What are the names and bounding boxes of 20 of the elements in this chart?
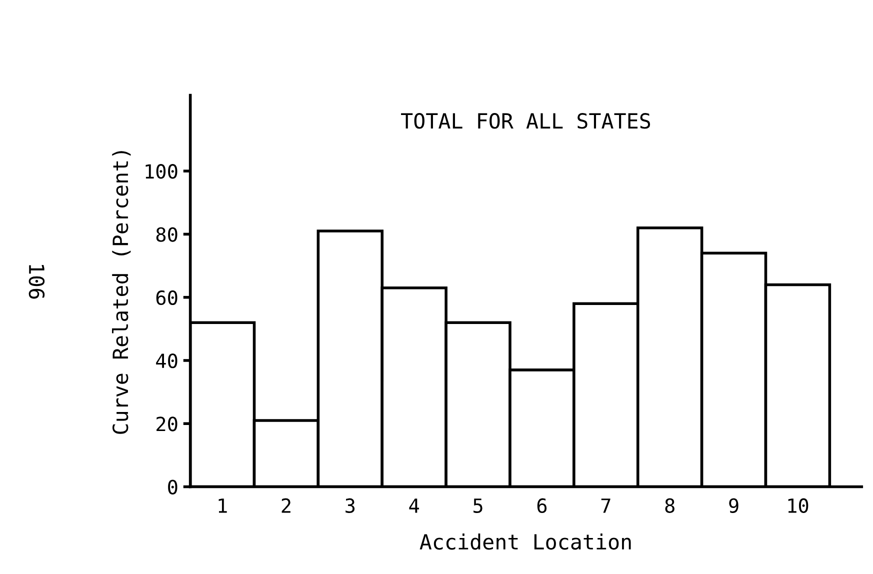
x-tick-label: 10 (788, 498, 808, 514)
x-axis-title: Accident Location (420, 534, 631, 550)
y-axis-title: Curve Related (Percent) (112, 151, 131, 434)
x-tick-label: 4 (409, 498, 420, 513)
x-tick-label: 7 (601, 498, 610, 513)
y-tick-label: 40 (156, 353, 178, 368)
text: 106 (28, 264, 45, 299)
y-tick-label: 60 (156, 290, 178, 306)
x-tick-label: 6 (537, 498, 547, 514)
x-tick-label: 2 (282, 498, 290, 513)
x-tick-label: 1 (218, 498, 227, 513)
x-tick-label: 3 (346, 498, 355, 514)
y-tick-label: 100 (146, 164, 178, 179)
x-tick-label: 9 (729, 498, 738, 514)
y-tick-label: 0 (168, 480, 178, 494)
text: TOTAL FOR ALL STATES (401, 113, 650, 129)
x-tick-label: 5 (474, 498, 482, 514)
x-tick-label: 8 (665, 498, 674, 514)
y-tick-label: 20 (156, 416, 178, 432)
y-tick-label: 80 (156, 227, 178, 242)
